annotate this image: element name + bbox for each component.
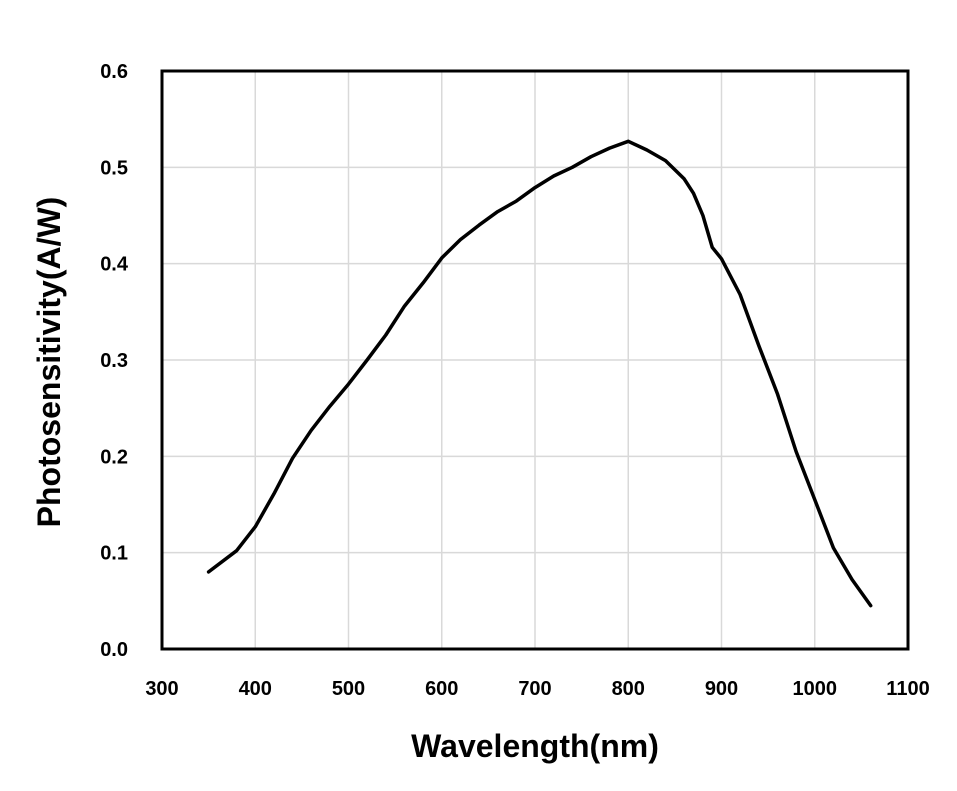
x-tick-label: 900 (705, 678, 738, 700)
grid-lines (161, 70, 909, 650)
x-axis-label: Wavelength(nm) (411, 728, 659, 764)
x-tick-label: 800 (612, 678, 645, 700)
x-tick-label: 1000 (793, 678, 838, 700)
series-group (206, 139, 873, 608)
x-tick-label: 1100 (886, 678, 929, 700)
y-tick-label: 0.4 (100, 254, 129, 276)
x-tick-label: 500 (332, 678, 365, 700)
y-tick-label: 0.1 (100, 543, 128, 565)
y-tick-label: 0.3 (100, 350, 128, 372)
x-tick-label: 700 (518, 678, 551, 700)
x-tick-label: 300 (145, 678, 178, 700)
y-tick-labels: 0.0 0.1 0.2 0.3 0.4 0.5 0.6 (100, 61, 129, 661)
y-tick-label: 0.5 (100, 157, 128, 179)
x-tick-label: 400 (239, 678, 272, 700)
plot-frame (160, 69, 910, 651)
x-tick-labels: 300 400 500 600 700 800 900 1000 1100 (145, 678, 929, 700)
x-tick-label: 600 (425, 678, 458, 700)
y-axis-label: Photosensitivity(A/W) (31, 197, 67, 528)
y-tick-label: 0.6 (100, 61, 128, 83)
y-tick-label: 0.2 (100, 446, 128, 468)
y-tick-label: 0.0 (100, 639, 128, 661)
series-line-photosensitivity (206, 139, 873, 608)
